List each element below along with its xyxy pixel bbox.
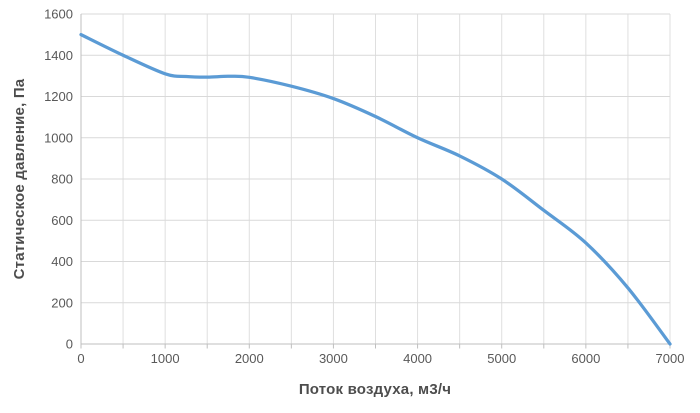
y-tick-label: 200 <box>51 295 73 310</box>
y-tick-label: 1400 <box>44 48 73 63</box>
y-tick-label: 400 <box>51 254 73 269</box>
x-tick-label: 3000 <box>319 351 348 366</box>
y-axis-title: Статическое давление, Па <box>11 78 28 279</box>
x-tick-label: 7000 <box>656 351 685 366</box>
horizontal-gridlines <box>81 13 670 304</box>
y-tick-label: 1600 <box>44 7 73 22</box>
x-tick-label: 0 <box>77 351 84 366</box>
fan-static-pressure-curve <box>79 33 672 346</box>
x-axis-title: Поток воздуха, м3/ч <box>299 381 451 398</box>
x-tick-label: 4000 <box>403 351 432 366</box>
x-tick-label: 1000 <box>151 351 180 366</box>
axis-tick-marks <box>80 344 671 349</box>
data-series <box>79 33 672 346</box>
x-tick-label: 5000 <box>487 351 516 366</box>
y-tick-labels: 0 200 400 600 800 1000 1200 1400 1600 <box>44 7 73 352</box>
y-tick-label: 800 <box>51 172 73 187</box>
y-tick-label: 0 <box>66 337 73 352</box>
x-tick-labels: 0 1000 2000 3000 4000 5000 6000 7000 <box>77 351 684 366</box>
y-tick-label: 1000 <box>44 130 73 145</box>
y-tick-label: 600 <box>51 213 73 228</box>
y-tick-label: 1200 <box>44 89 73 104</box>
x-tick-label: 6000 <box>571 351 600 366</box>
x-tick-label: 2000 <box>235 351 264 366</box>
